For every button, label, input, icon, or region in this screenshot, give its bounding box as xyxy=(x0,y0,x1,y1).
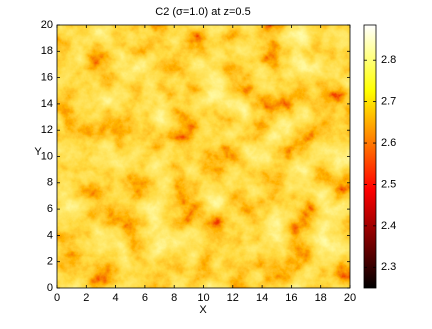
y-tick-label: 0 xyxy=(47,282,53,294)
y-tick-label: 18 xyxy=(41,45,53,57)
y-tick-label: 2 xyxy=(47,256,53,268)
y-tick-label: 6 xyxy=(47,203,53,215)
field-image xyxy=(57,25,350,288)
colorbar-tick-label: 2.6 xyxy=(381,137,396,149)
x-tick-label: 0 xyxy=(54,292,60,304)
y-tick-label: 16 xyxy=(41,72,53,84)
y-tick-label: 20 xyxy=(41,19,53,31)
x-tick-label: 12 xyxy=(227,292,239,304)
colorbar xyxy=(363,24,377,289)
y-tick-label: 14 xyxy=(41,98,53,110)
x-tick-label: 14 xyxy=(256,292,268,304)
x-tick-label: 18 xyxy=(315,292,327,304)
colorbar-tick-label: 2.5 xyxy=(381,178,396,190)
x-tick-label: 10 xyxy=(197,292,209,304)
x-tick-label: 4 xyxy=(113,292,119,304)
y-axis-label: Y xyxy=(34,146,42,158)
x-tick-label: 2 xyxy=(83,292,89,304)
y-tick-label: 12 xyxy=(41,124,53,136)
chart-title: C2 (σ=1.0) at z=0.5 xyxy=(155,6,250,18)
colorbar-tick-label: 2.4 xyxy=(381,220,396,232)
colorbar-tick-label: 2.3 xyxy=(381,261,396,273)
x-tick-label: 20 xyxy=(344,292,356,304)
x-axis-label: X xyxy=(199,304,207,316)
colorbar-tick-label: 2.7 xyxy=(381,96,396,108)
x-tick-label: 16 xyxy=(285,292,297,304)
colorbar-tick-label: 2.8 xyxy=(381,54,396,66)
y-tick-label: 4 xyxy=(47,229,53,241)
x-tick-label: 8 xyxy=(171,292,177,304)
x-tick-label: 6 xyxy=(142,292,148,304)
y-tick-label: 10 xyxy=(41,150,53,162)
y-tick-label: 8 xyxy=(47,177,53,189)
